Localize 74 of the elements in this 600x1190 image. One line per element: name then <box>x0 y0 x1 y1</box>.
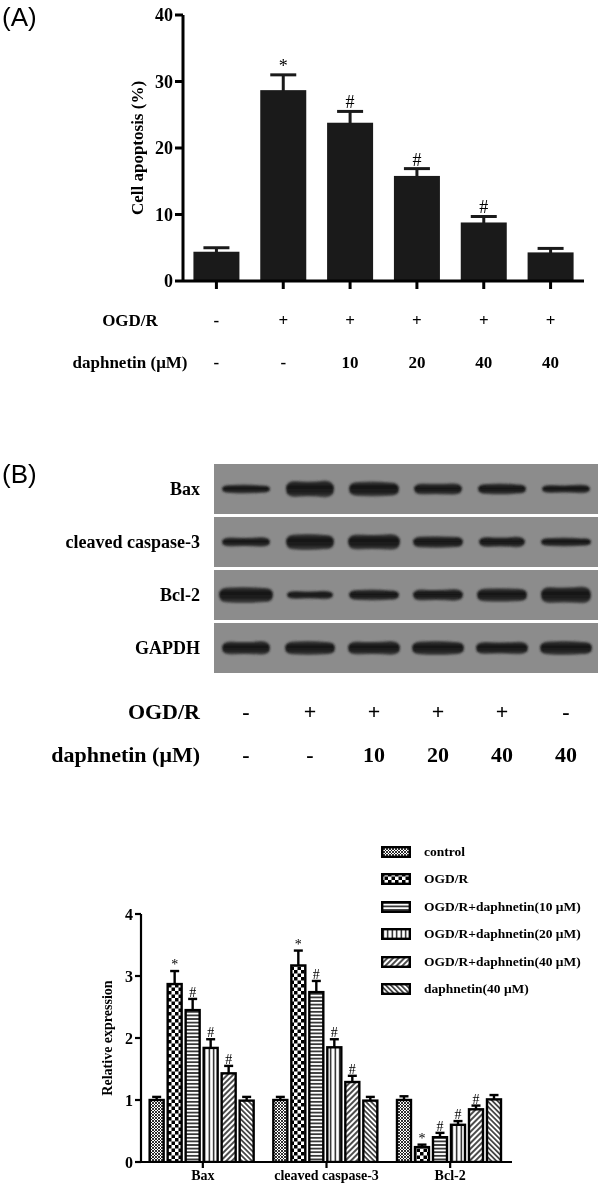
data-label: # <box>330 1025 338 1041</box>
data-label: * <box>278 55 288 76</box>
text: - <box>306 742 314 767</box>
x-tick-label: Bcl-2 <box>434 1167 466 1183</box>
category-label: Bcl-2 <box>160 584 200 605</box>
bar <box>527 252 574 281</box>
data-label: # <box>454 1107 462 1123</box>
y-axis-title: Relative expression <box>99 980 115 1096</box>
text: - <box>213 310 220 330</box>
legend-label: OGD/R <box>424 871 469 888</box>
text: + <box>345 310 355 330</box>
text: + <box>478 310 489 330</box>
data-label: # <box>472 1091 480 1107</box>
text: - <box>213 352 220 371</box>
text: + <box>431 698 445 724</box>
text: - <box>562 698 570 724</box>
y-tick-label: 4 <box>125 905 133 923</box>
data-label: # <box>225 1051 233 1067</box>
y-tick-label: 0 <box>125 1153 133 1171</box>
data-label: # <box>348 1061 356 1077</box>
text: daphnetin (μM) <box>72 352 188 371</box>
legend-label: OGD/R+daphnetin(10 μM) <box>424 898 581 915</box>
text: + <box>495 698 509 724</box>
text: 10 <box>363 742 385 767</box>
text: OGD/R <box>102 310 158 330</box>
text: 40 <box>555 742 577 767</box>
text: OGD/R <box>127 698 200 724</box>
legend-label: OGD/R+daphnetin(40 μM) <box>424 953 581 970</box>
chart-title: (A) <box>2 2 37 32</box>
x-tick-label: cleaved caspase-3 <box>274 1167 379 1183</box>
text: - <box>242 742 250 767</box>
y-tick-label: 20 <box>155 138 173 159</box>
text: 20 <box>408 352 426 371</box>
text: + <box>367 698 381 724</box>
y-axis-title: Cell apoptosis (%) <box>127 80 147 216</box>
y-tick-label: 1 <box>125 1091 133 1109</box>
text: - <box>280 352 287 371</box>
data-label: # <box>312 966 320 982</box>
data-label: # <box>412 149 422 170</box>
data-label: # <box>207 1025 215 1041</box>
legend-label: OGD/R+daphnetin(20 μM) <box>424 926 581 943</box>
bar <box>193 251 240 281</box>
y-tick-label: 0 <box>164 271 173 292</box>
category-label: cleaved caspase-3 <box>65 531 200 552</box>
x-tick-label: Bax <box>191 1167 215 1183</box>
text: 10 <box>341 352 359 371</box>
text: 40 <box>491 742 513 767</box>
category-label: GAPDH <box>135 637 200 658</box>
text: + <box>278 310 289 330</box>
data-label: # <box>345 92 355 113</box>
data-label: # <box>189 984 197 1000</box>
text: 20 <box>427 742 449 767</box>
text: + <box>545 310 556 330</box>
text: - <box>242 698 250 724</box>
y-tick-label: 3 <box>125 967 133 985</box>
text: 40 <box>542 352 560 371</box>
data-label: * <box>418 1130 426 1146</box>
y-tick-label: 40 <box>155 5 173 26</box>
bar <box>460 222 507 281</box>
y-tick-label: 30 <box>155 71 173 92</box>
text: (B) <box>2 459 37 489</box>
y-tick-label: 10 <box>155 204 173 225</box>
data-label: * <box>294 936 302 952</box>
text: + <box>412 310 422 330</box>
data-label: # <box>436 1118 444 1134</box>
legend-label: daphnetin(40 μM) <box>424 981 529 998</box>
text: 40 <box>475 352 493 371</box>
text: daphnetin (μM) <box>51 742 200 767</box>
data-label: * <box>171 957 179 973</box>
data-label: # <box>479 197 489 218</box>
category-label: Bax <box>169 478 200 499</box>
legend-label: control <box>424 843 465 860</box>
text: + <box>303 698 317 724</box>
y-tick-label: 2 <box>125 1029 133 1047</box>
